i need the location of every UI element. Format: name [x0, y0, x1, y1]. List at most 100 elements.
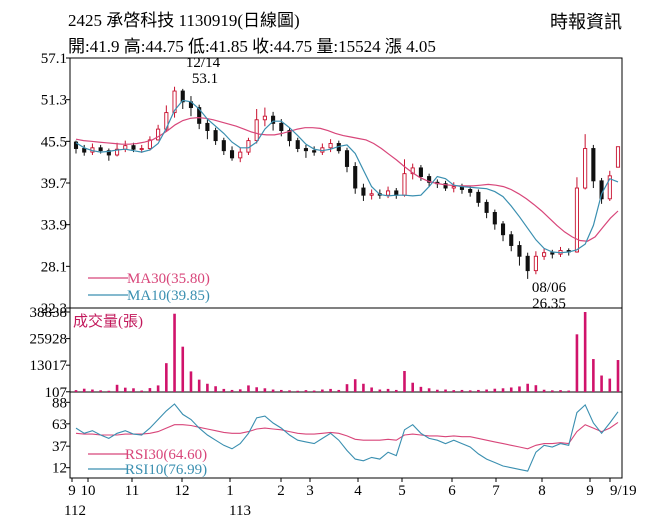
volume-bar — [189, 371, 193, 392]
candle-body — [492, 212, 497, 225]
volume-bar — [74, 390, 78, 392]
candle-body — [271, 115, 276, 124]
volume-bar — [353, 379, 357, 392]
candle-body — [82, 148, 87, 153]
volume-bar — [518, 386, 521, 392]
volume-bar — [534, 385, 538, 392]
x-tick-label: 11 — [125, 483, 139, 499]
x-tick-label: 9/19 — [610, 483, 637, 499]
candle-body — [574, 187, 579, 253]
candle-body — [180, 90, 185, 103]
candle-body — [542, 252, 547, 257]
volume-bar — [255, 387, 258, 392]
candle-body — [131, 145, 136, 150]
candle-body — [484, 201, 489, 213]
volume-bar — [91, 389, 94, 392]
price-y-tick-label: 22.3 — [41, 301, 67, 317]
volume-bar — [452, 390, 456, 392]
volume-bar — [148, 388, 152, 392]
publisher-label: 時報資訊 — [550, 12, 622, 32]
candle-body — [451, 186, 456, 189]
candle-body — [476, 191, 481, 203]
volume-bar — [370, 387, 373, 392]
x-tick-label: 4 — [354, 483, 362, 499]
candle-body — [213, 130, 218, 142]
price-y-tick-label: 39.7 — [41, 176, 68, 192]
x-tick-label: 7 — [492, 483, 500, 499]
x-tick-label: 2 — [277, 483, 285, 499]
volume-bar — [567, 390, 571, 392]
volume-bar — [444, 389, 447, 392]
candle-body — [205, 122, 210, 132]
candle-body — [147, 139, 152, 149]
volume-bar — [477, 389, 480, 392]
volume-bar — [312, 390, 316, 392]
volume-bar — [583, 312, 587, 392]
volume-bar — [181, 346, 185, 392]
ma10-legend-label: MA10(39.85) — [127, 288, 210, 304]
candle-body — [279, 122, 284, 132]
x-year-label: 113 — [229, 503, 251, 519]
volume-bar — [436, 389, 439, 392]
candle-body — [361, 187, 366, 196]
peak-value-label: 53.1 — [192, 71, 218, 87]
candle-body — [607, 175, 612, 200]
volume-y-tick-label: 107 — [45, 385, 68, 401]
candle-body — [262, 115, 267, 121]
volume-bar — [592, 359, 595, 392]
volume-bar — [173, 313, 176, 392]
x-year-label: 112 — [64, 503, 86, 519]
candle-body — [500, 223, 506, 236]
volume-bar — [115, 384, 119, 392]
volume-bar — [386, 388, 390, 392]
price-y-tick-label: 28.1 — [41, 259, 67, 275]
price-y-tick-label: 33.9 — [41, 218, 67, 234]
candle-body — [156, 128, 161, 141]
candle-body — [287, 130, 292, 142]
candle-body — [73, 141, 79, 149]
price-y-tick-label: 57.1 — [41, 51, 67, 67]
candle-body — [221, 140, 226, 152]
candle-body — [106, 150, 111, 156]
volume-bar — [600, 375, 603, 392]
candle-body — [344, 150, 350, 167]
trough-date-label: 08/06 — [532, 280, 567, 296]
volume-bar — [214, 386, 217, 392]
ohlc-summary: 開:41.9 高:44.75 低:41.85 收:44.75 量:15524 漲… — [68, 37, 436, 56]
volume-bar — [501, 388, 505, 392]
volume-bar — [559, 390, 562, 392]
x-tick-label: 9 — [68, 483, 76, 499]
volume-bar — [321, 389, 324, 392]
volume-bar — [230, 389, 234, 392]
volume-bar — [608, 378, 612, 392]
volume-bar — [140, 390, 143, 392]
volume-bar — [107, 390, 111, 392]
volume-bar — [206, 383, 209, 392]
chart-title: 2425 承啓科技 1130919(日線圖) — [68, 11, 300, 30]
volume-bar — [411, 382, 414, 392]
candle-body — [394, 190, 399, 196]
candle-body — [517, 245, 522, 257]
price-y-tick-label: 51.3 — [41, 93, 67, 109]
ma30-legend-label: MA30(35.80) — [127, 271, 210, 287]
x-tick-label: 5 — [398, 483, 406, 499]
volume-bar — [493, 388, 497, 392]
candle-body — [328, 143, 333, 149]
candle-body — [115, 148, 120, 156]
candle-body — [172, 90, 177, 114]
x-tick-label: 8 — [538, 483, 546, 499]
rsi30-line — [75, 421, 619, 450]
candle-body — [550, 252, 555, 255]
candle-body — [386, 190, 391, 196]
price-y-tick-label: 45.5 — [41, 134, 67, 150]
ma30-line — [75, 116, 619, 242]
volume-bar — [542, 389, 546, 392]
candle-body — [369, 193, 374, 196]
volume-bar — [132, 388, 135, 392]
candle-body — [254, 119, 259, 142]
chart-frame — [69, 57, 623, 479]
volume-bar — [99, 390, 102, 392]
x-tick-label: 6 — [448, 483, 456, 499]
volume-bar — [247, 385, 250, 392]
